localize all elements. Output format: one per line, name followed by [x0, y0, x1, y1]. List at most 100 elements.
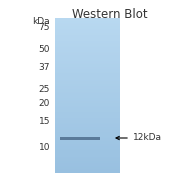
- Bar: [55, 157, 120, 159]
- Bar: [55, 135, 120, 137]
- Bar: [55, 126, 120, 128]
- Bar: [55, 101, 120, 103]
- Bar: [55, 69, 120, 71]
- Bar: [55, 24, 120, 26]
- Bar: [55, 66, 120, 68]
- Bar: [55, 163, 120, 165]
- Bar: [55, 76, 120, 78]
- Bar: [55, 140, 120, 142]
- Bar: [55, 96, 120, 99]
- Bar: [55, 130, 120, 132]
- Bar: [55, 80, 120, 82]
- Bar: [55, 164, 120, 166]
- Bar: [55, 118, 120, 120]
- Bar: [55, 98, 120, 100]
- Bar: [55, 150, 120, 152]
- Bar: [55, 149, 120, 151]
- Bar: [55, 155, 120, 157]
- Bar: [55, 152, 120, 154]
- Bar: [55, 143, 120, 145]
- Bar: [55, 81, 120, 83]
- Bar: [55, 129, 120, 131]
- Bar: [55, 120, 120, 122]
- Bar: [55, 104, 120, 106]
- Bar: [55, 144, 120, 146]
- Bar: [55, 113, 120, 116]
- Bar: [55, 23, 120, 25]
- Bar: [55, 103, 120, 105]
- Bar: [55, 117, 120, 119]
- Bar: [55, 166, 120, 168]
- Bar: [55, 161, 120, 163]
- Bar: [55, 32, 120, 34]
- Bar: [55, 52, 120, 54]
- Bar: [55, 63, 120, 65]
- Bar: [55, 169, 120, 171]
- Bar: [55, 124, 120, 126]
- Bar: [55, 121, 120, 123]
- Bar: [55, 46, 120, 48]
- Bar: [55, 154, 120, 156]
- Bar: [55, 47, 120, 49]
- Bar: [55, 107, 120, 109]
- Bar: [55, 43, 120, 45]
- Bar: [55, 100, 120, 102]
- Bar: [55, 123, 120, 125]
- Text: 10: 10: [39, 143, 50, 152]
- Bar: [55, 90, 120, 92]
- Bar: [55, 134, 120, 136]
- Bar: [55, 67, 120, 69]
- Text: 12kDa: 12kDa: [133, 134, 162, 143]
- Bar: [55, 92, 120, 94]
- Text: 37: 37: [39, 64, 50, 73]
- Bar: [55, 37, 120, 39]
- Bar: [55, 27, 120, 29]
- Bar: [55, 160, 120, 162]
- Bar: [55, 53, 120, 55]
- Bar: [55, 78, 120, 80]
- Bar: [55, 127, 120, 129]
- Bar: [55, 75, 120, 77]
- Bar: [55, 61, 120, 63]
- Bar: [55, 141, 120, 143]
- Bar: [55, 147, 120, 149]
- Bar: [55, 112, 120, 114]
- Bar: [55, 109, 120, 111]
- Bar: [55, 44, 120, 46]
- Bar: [55, 58, 120, 60]
- Bar: [55, 110, 120, 112]
- Text: 15: 15: [39, 118, 50, 127]
- Text: 25: 25: [39, 86, 50, 94]
- Bar: [55, 93, 120, 96]
- Bar: [55, 84, 120, 86]
- Bar: [60, 136, 100, 140]
- Bar: [55, 55, 120, 57]
- Bar: [55, 40, 120, 42]
- Text: kDa: kDa: [32, 17, 50, 26]
- Text: 20: 20: [39, 98, 50, 107]
- Bar: [55, 146, 120, 148]
- Bar: [55, 57, 120, 59]
- Bar: [55, 170, 120, 172]
- Bar: [55, 72, 120, 74]
- Bar: [55, 137, 120, 139]
- Bar: [55, 115, 120, 117]
- Bar: [55, 89, 120, 91]
- Bar: [55, 21, 120, 23]
- Bar: [55, 41, 120, 43]
- Bar: [55, 83, 120, 85]
- Bar: [55, 20, 120, 22]
- Bar: [55, 95, 120, 97]
- Bar: [55, 35, 120, 37]
- Bar: [55, 70, 120, 72]
- Bar: [55, 73, 120, 75]
- Text: 75: 75: [39, 24, 50, 33]
- Bar: [55, 138, 120, 140]
- Bar: [55, 87, 120, 89]
- Bar: [55, 38, 120, 40]
- Bar: [55, 49, 120, 51]
- Bar: [55, 30, 120, 32]
- Bar: [55, 29, 120, 31]
- Text: 50: 50: [39, 46, 50, 55]
- Bar: [55, 132, 120, 134]
